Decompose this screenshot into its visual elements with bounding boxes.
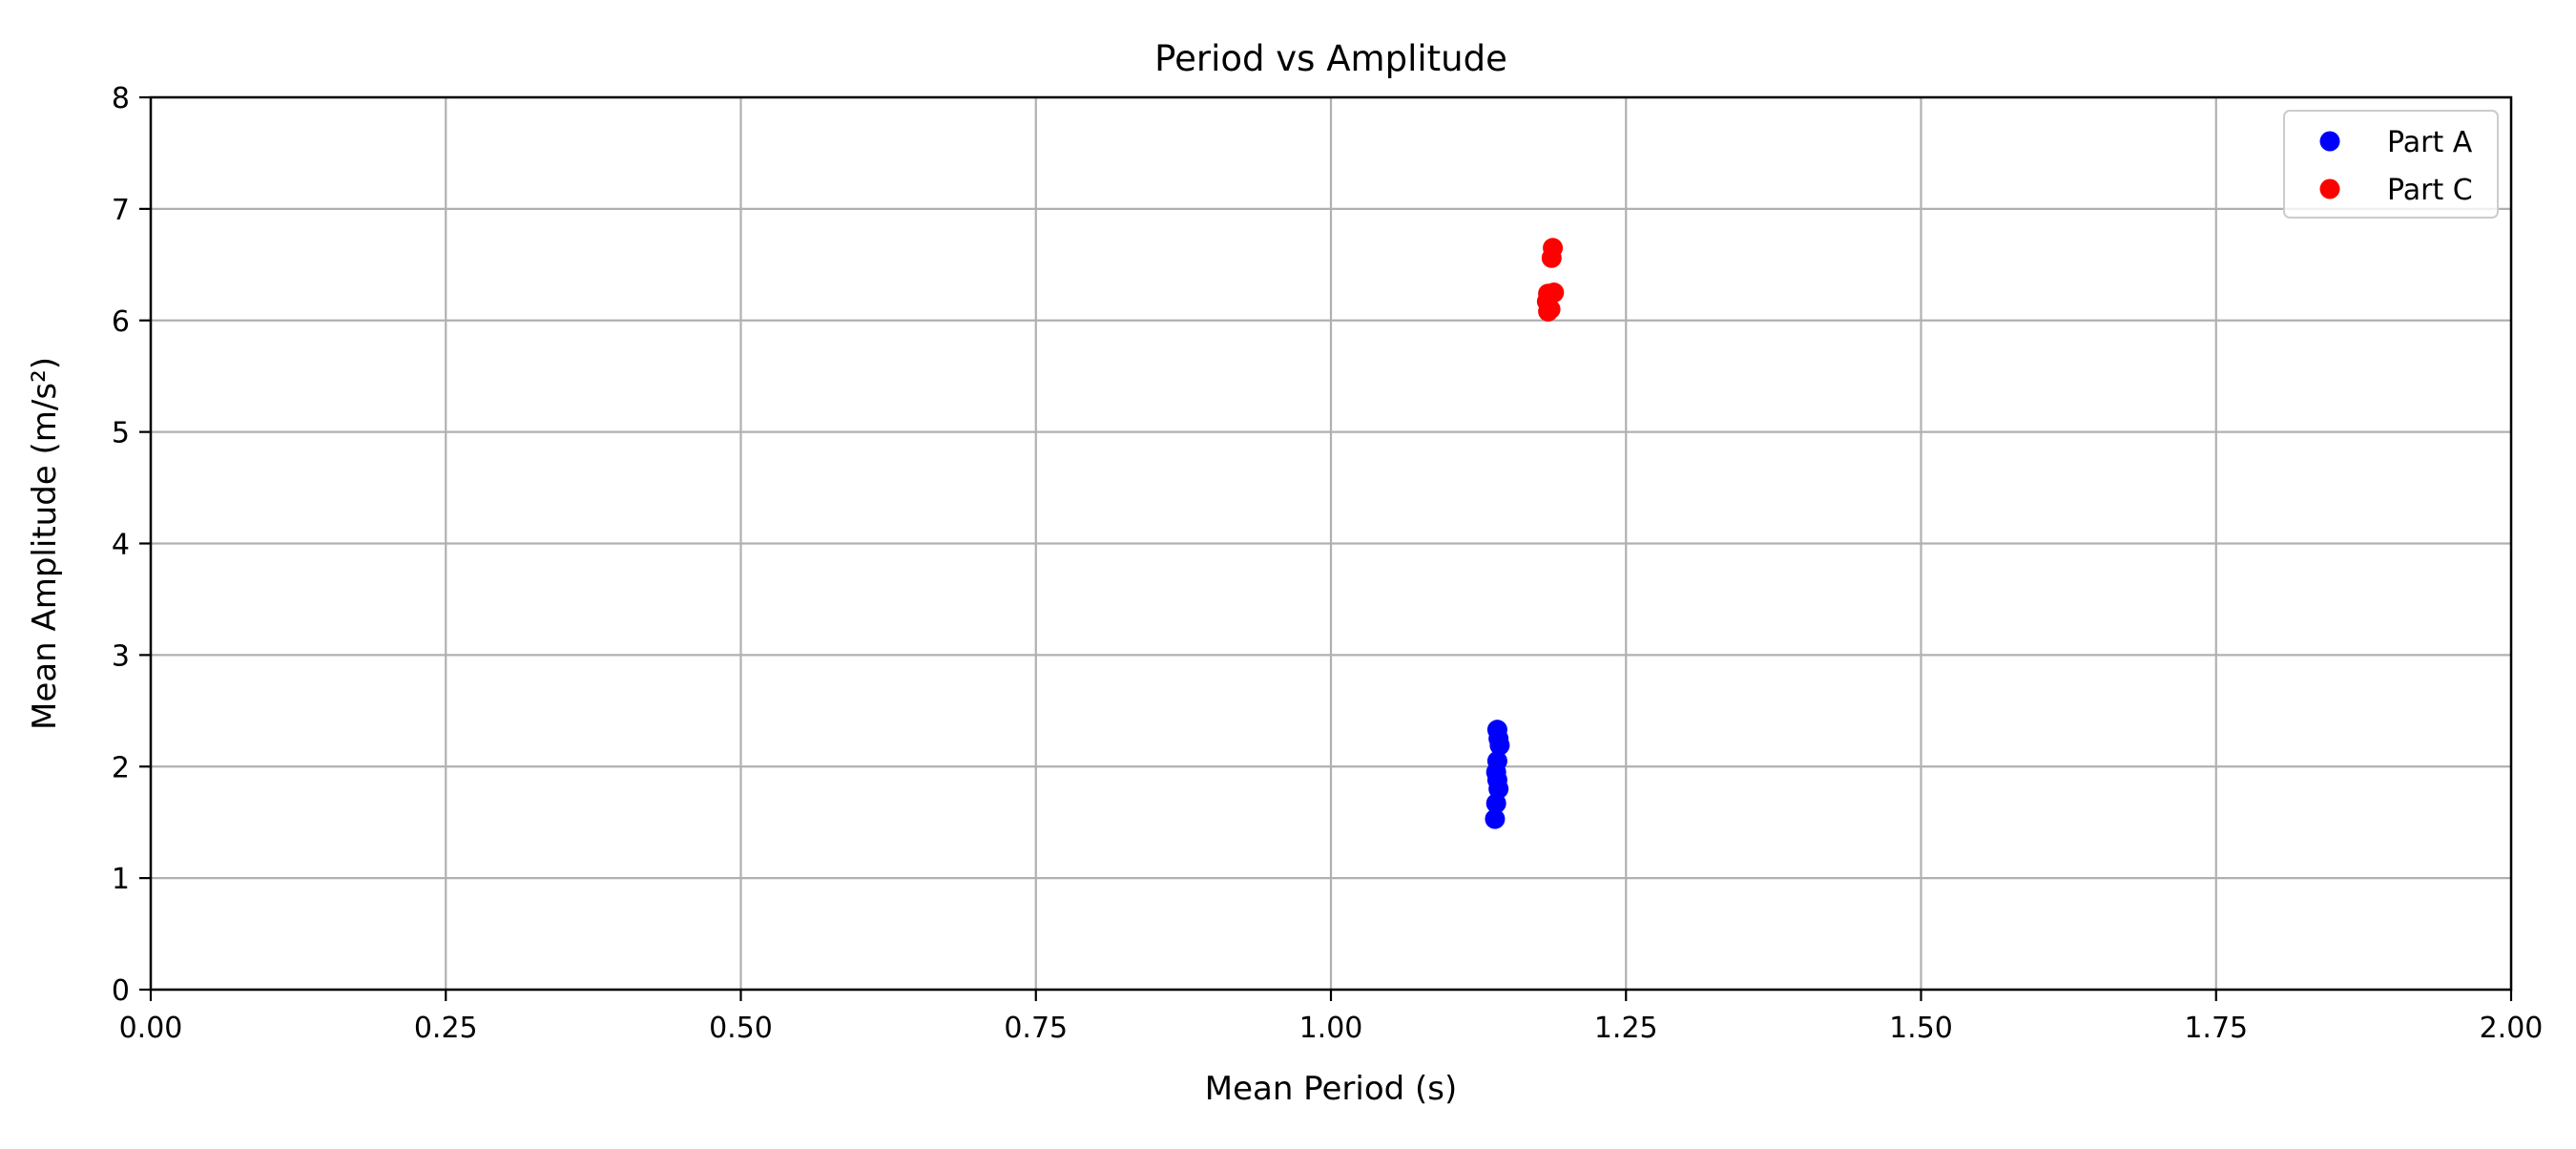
- x-tick-label: 1.25: [1594, 1012, 1658, 1045]
- x-tick-label: 0.50: [709, 1012, 773, 1045]
- y-tick-label: 0: [112, 974, 130, 1008]
- x-tick-label: 1.75: [2184, 1012, 2248, 1045]
- y-axis-label: Mean Amplitude (m/s²): [26, 357, 64, 730]
- data-point: [1485, 808, 1506, 829]
- y-tick-label: 2: [112, 751, 130, 784]
- x-tick-label: 1.00: [1299, 1012, 1363, 1045]
- y-tick-label: 3: [112, 639, 130, 673]
- x-tick-label: 0.75: [1004, 1012, 1068, 1045]
- x-tick-label: 2.00: [2480, 1012, 2544, 1045]
- x-tick-label: 1.50: [1889, 1012, 1953, 1045]
- y-tick-label: 5: [112, 417, 130, 450]
- chart-title: Period vs Amplitude: [1154, 38, 1507, 79]
- x-tick-label: 0.25: [414, 1012, 478, 1045]
- legend: Part A Part C: [2283, 110, 2499, 219]
- legend-label: Part C: [2387, 174, 2473, 207]
- data-points: [1485, 238, 1565, 829]
- y-tick-label: 1: [112, 863, 130, 896]
- data-point: [1489, 735, 1510, 756]
- legend-marker: [2319, 178, 2340, 199]
- data-point: [1485, 793, 1506, 814]
- data-point: [1541, 247, 1562, 268]
- legend-marker: [2319, 131, 2340, 152]
- legend-label: Part A: [2387, 126, 2473, 159]
- data-point: [1538, 301, 1559, 322]
- y-tick-label: 8: [112, 82, 130, 115]
- y-tick-label: 6: [112, 305, 130, 339]
- y-tick-label: 7: [112, 194, 130, 227]
- axis-ticks: 0.00 0.25 0.50 0.75 1.00 1.25 1.50 1.75 2.00 0 1 2 3…: [112, 82, 2543, 1045]
- series-part-c: [1536, 238, 1565, 322]
- y-tick-label: 4: [112, 529, 130, 562]
- series-part-a: [1485, 720, 1510, 829]
- x-tick-label: 0.00: [119, 1012, 183, 1045]
- x-axis-label: Mean Period (s): [1205, 1070, 1458, 1108]
